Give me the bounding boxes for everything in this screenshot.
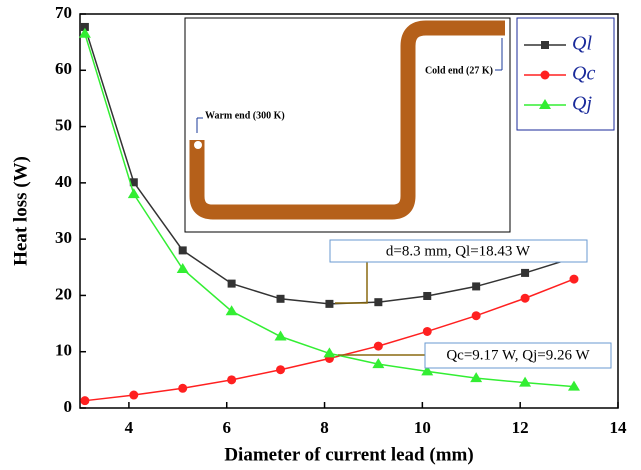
legend-marker <box>541 71 550 80</box>
annotation-1: d=8.3 mm, Ql=18.43 W <box>330 240 587 303</box>
marker <box>472 282 480 290</box>
marker <box>569 275 578 284</box>
marker <box>275 331 287 341</box>
leader <box>335 262 367 303</box>
x-tick-label: 12 <box>512 418 529 437</box>
marker <box>129 391 138 400</box>
inset-label: Warm end (300 K) <box>205 110 285 121</box>
marker <box>178 384 187 393</box>
legend-label: Ql <box>572 33 592 55</box>
legend-marker <box>541 41 549 49</box>
x-tick-label: 10 <box>414 418 431 437</box>
marker <box>325 300 333 308</box>
annotation: Qc=9.17 W, Qj=9.26 W <box>446 347 590 363</box>
x-tick-label: 6 <box>222 418 231 437</box>
marker <box>128 188 140 198</box>
y-tick-label: 10 <box>55 341 72 360</box>
x-axis-label: Diameter of current lead (mm) <box>224 444 473 465</box>
legend <box>517 18 614 130</box>
marker <box>227 375 236 384</box>
y-tick-label: 20 <box>55 284 72 303</box>
y-tick-label: 60 <box>55 59 72 78</box>
marker <box>276 365 285 374</box>
series-line <box>85 279 574 401</box>
marker <box>521 294 530 303</box>
x-tick-label: 14 <box>610 418 628 437</box>
marker <box>521 269 529 277</box>
y-tick-label: 70 <box>55 3 72 22</box>
y-tick-label: 0 <box>64 397 73 416</box>
marker <box>423 292 431 300</box>
marker <box>277 295 285 303</box>
marker <box>228 280 236 288</box>
legend-label: Qc <box>572 63 595 85</box>
chart: Diameter of current lead (mm) Heat loss … <box>0 0 641 470</box>
marker <box>472 311 481 320</box>
y-tick-label: 40 <box>55 172 72 191</box>
marker <box>374 342 383 351</box>
pipe-hole <box>194 141 202 149</box>
y-tick-label: 30 <box>55 228 72 247</box>
legend-label: Qj <box>572 93 592 115</box>
y-tick-label: 50 <box>55 115 72 134</box>
annotation: d=8.3 mm, Ql=18.43 W <box>386 243 531 259</box>
marker <box>374 298 382 306</box>
marker <box>177 263 189 273</box>
y-axis-label: Heat loss (W) <box>10 156 31 266</box>
inset: Warm end (300 K) Cold end (27 K) <box>185 18 510 232</box>
x-tick-label: 8 <box>320 418 329 437</box>
marker <box>80 396 89 405</box>
marker <box>179 246 187 254</box>
x-tick-label: 4 <box>125 418 134 437</box>
inset-frame <box>185 18 510 232</box>
marker <box>423 327 432 336</box>
inset-label: Cold end (27 K) <box>425 65 493 76</box>
